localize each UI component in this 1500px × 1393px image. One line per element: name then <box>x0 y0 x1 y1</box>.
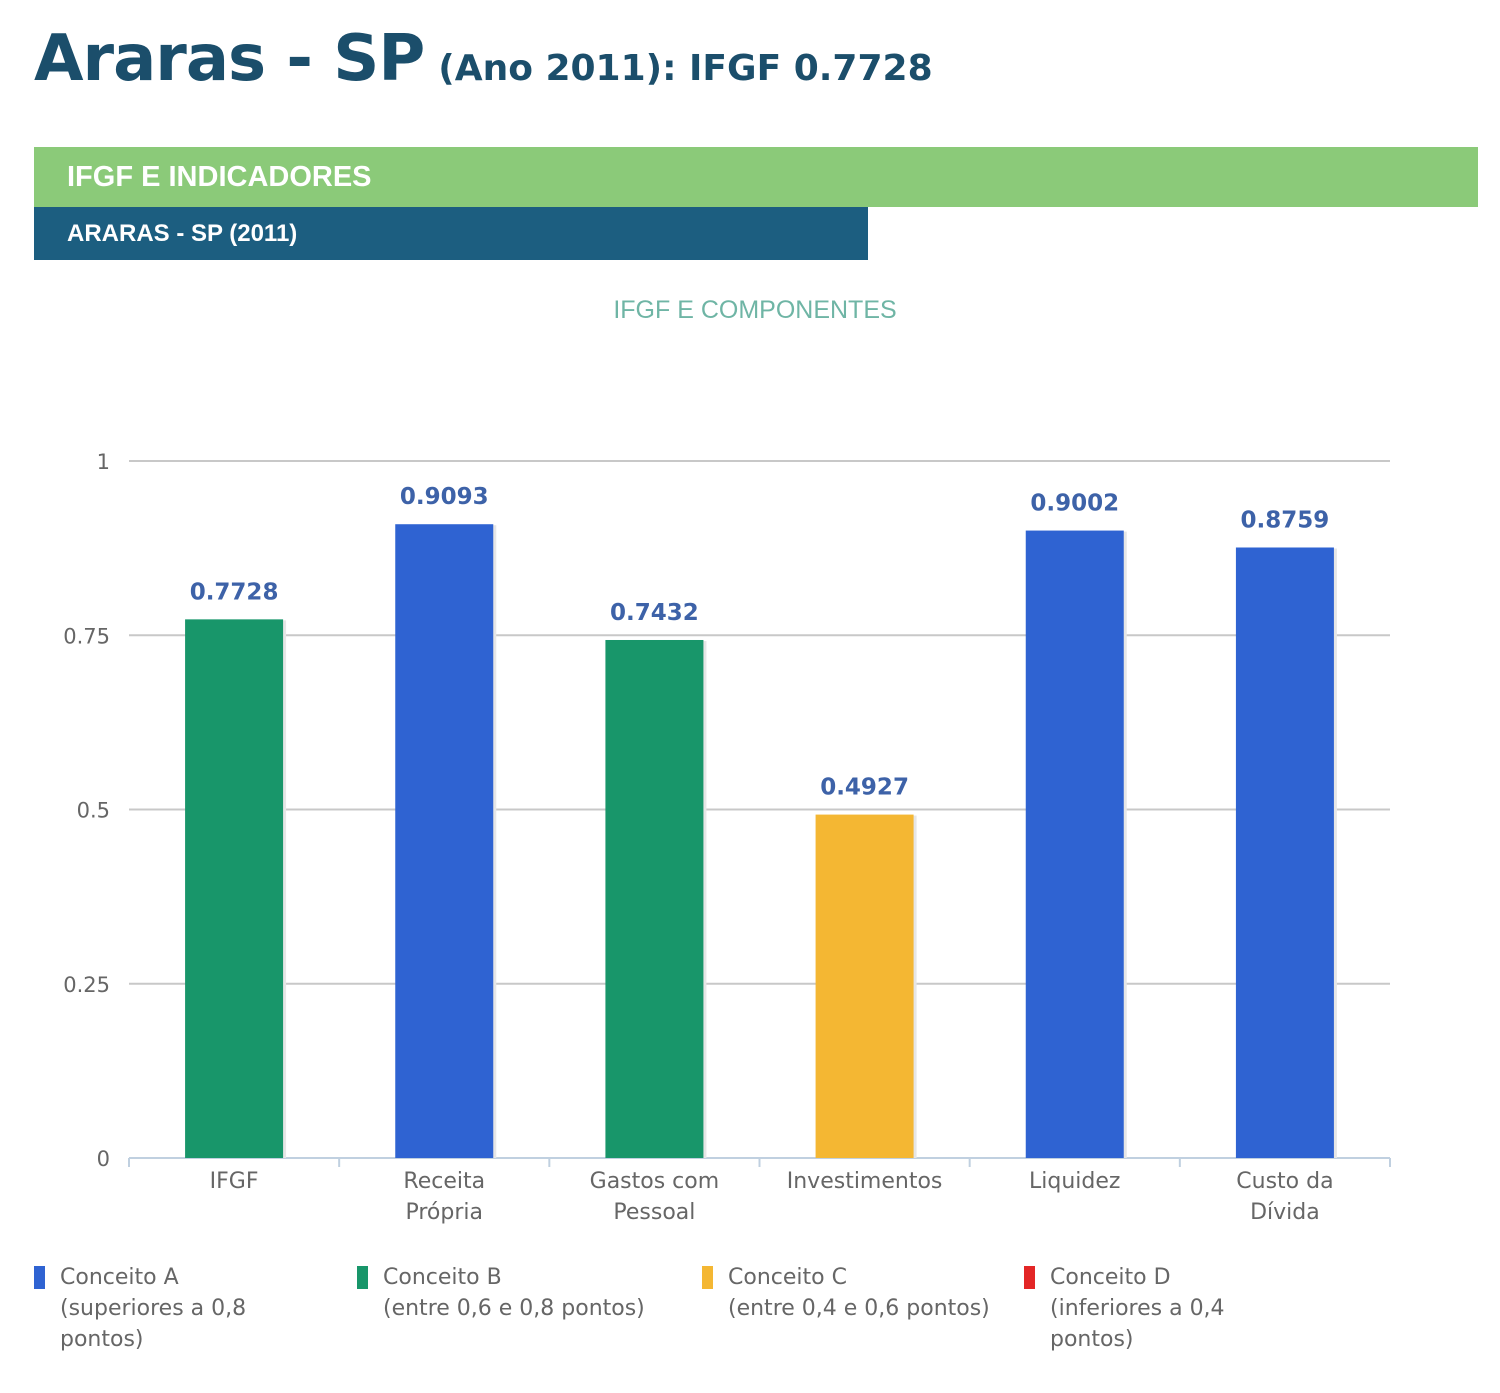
section-title: IFGF E INDICADORES <box>67 161 372 193</box>
x-tick-label: Custo da <box>1236 1169 1333 1194</box>
y-tick-label: 0.75 <box>63 624 110 648</box>
legend-item-b: Conceito B (entre 0,6 e 0,8 pontos) <box>357 1262 645 1324</box>
legend-swatch-d <box>1024 1266 1035 1289</box>
x-tick-label: Pessoal <box>613 1200 695 1225</box>
data-label: 0.9002 <box>1030 491 1119 517</box>
x-tick-label: Dívida <box>1250 1200 1320 1225</box>
city-title: Araras - SP <box>34 22 425 96</box>
bar <box>1025 530 1124 1158</box>
data-label: 0.8759 <box>1241 507 1330 533</box>
data-label: 0.4927 <box>820 775 909 801</box>
x-tick-label: Gastos com <box>590 1169 720 1194</box>
data-label: 0.9093 <box>400 484 489 510</box>
legend-a-line1: Conceito A <box>60 1265 179 1290</box>
legend-swatch-a <box>34 1266 45 1289</box>
year-index-subtitle: (Ano 2011): IFGF 0.7728 <box>438 48 933 89</box>
legend-swatch-b <box>357 1266 368 1289</box>
section-band: IFGF E INDICADORES <box>34 147 1478 207</box>
subsection-band: ARARAS - SP (2011) <box>34 207 868 260</box>
bar <box>815 814 914 1158</box>
legend-swatch-c <box>702 1266 713 1289</box>
legend-item-c: Conceito C (entre 0,4 e 0,6 pontos) <box>702 1262 990 1324</box>
page-title: Araras - SP (Ano 2011): IFGF 0.7728 <box>34 22 933 96</box>
legend-d-line1: Conceito D <box>1050 1265 1171 1290</box>
y-tick-label: 0.25 <box>63 973 110 997</box>
bar <box>1235 547 1334 1158</box>
x-tick-label: Receita <box>403 1169 485 1194</box>
x-tick-label: Própria <box>405 1200 483 1225</box>
legend-c-line1: Conceito C <box>728 1265 847 1290</box>
bar-chart: 0 0.25 0.5 0.75 1 0.7728 IFGF 0.9093 Receita Próp… <box>63 450 1391 1225</box>
legend-b-line1: Conceito B <box>383 1265 502 1290</box>
x-tick-label: Investimentos <box>787 1169 943 1194</box>
x-tick-label: Liquidez <box>1029 1169 1120 1194</box>
bar <box>395 524 494 1158</box>
y-tick-label: 0 <box>97 1147 110 1171</box>
legend-d-line2: (inferiores a 0,4 <box>1050 1296 1225 1321</box>
data-label: 0.7728 <box>190 579 279 605</box>
bar <box>185 619 284 1158</box>
y-tick-label: 0.5 <box>77 799 110 823</box>
subsection-title: ARARAS - SP (2011) <box>67 220 298 247</box>
legend-a-line3: pontos) <box>60 1327 144 1352</box>
data-label: 0.7432 <box>610 600 699 626</box>
legend-b-line2: (entre 0,6 e 0,8 pontos) <box>383 1296 645 1321</box>
legend-item-a: Conceito A (superiores a 0,8 pontos) <box>34 1262 246 1355</box>
legend-d-line3: pontos) <box>1050 1327 1134 1352</box>
legend-item-d: Conceito D (inferiores a 0,4 pontos) <box>1024 1262 1225 1355</box>
bar <box>605 639 704 1158</box>
y-tick-label: 1 <box>97 450 110 474</box>
legend-a-line2: (superiores a 0,8 <box>60 1296 247 1321</box>
chart-title: IFGF E COMPONENTES <box>613 296 897 324</box>
legend-c-line2: (entre 0,4 e 0,6 pontos) <box>728 1296 990 1321</box>
x-tick-label: IFGF <box>210 1169 259 1194</box>
